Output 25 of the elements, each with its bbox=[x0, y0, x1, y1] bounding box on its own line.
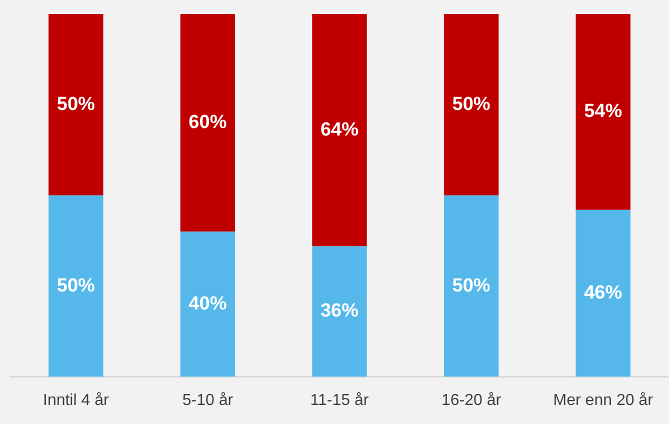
bar bbox=[48, 14, 104, 196]
bar bbox=[444, 195, 499, 377]
bar bbox=[576, 14, 630, 210]
data-label: 50% bbox=[56, 275, 96, 296]
data-label: 64% bbox=[320, 119, 359, 140]
bar bbox=[312, 14, 367, 246]
data-label: 40% bbox=[188, 293, 227, 314]
data-label: 36% bbox=[320, 300, 359, 322]
bar bbox=[48, 195, 104, 377]
data-label: 46% bbox=[584, 282, 622, 304]
data-label: 50% bbox=[452, 275, 490, 296]
data-label: 50% bbox=[452, 94, 490, 115]
data-label: 60% bbox=[188, 112, 227, 134]
x-tick-label: Mer enn 20 år bbox=[553, 392, 654, 409]
x-tick-label: 16-20 år bbox=[442, 392, 502, 409]
x-tick-label: Inntil 4 år bbox=[42, 392, 110, 409]
bar bbox=[180, 14, 236, 232]
bar bbox=[444, 14, 499, 196]
bar bbox=[576, 210, 630, 377]
bar bbox=[312, 246, 367, 377]
x-tick-label: 5-10 år bbox=[182, 392, 234, 409]
data-label: 54% bbox=[584, 101, 622, 122]
x-tick-label: 11-15 år bbox=[310, 392, 370, 409]
bar bbox=[180, 232, 236, 377]
data-label: 50% bbox=[56, 94, 96, 115]
